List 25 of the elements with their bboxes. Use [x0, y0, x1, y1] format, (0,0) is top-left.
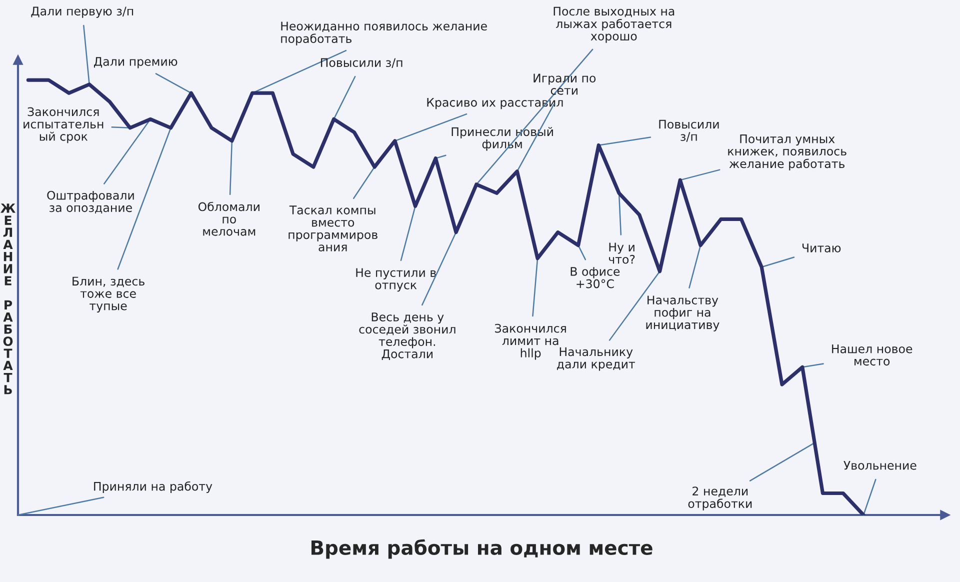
annotation: Читаю — [802, 244, 841, 252]
text: ЖЕЛАНИЕ РАБОТАТЬ — [0, 204, 16, 394]
annotation: Увольнение — [844, 461, 916, 470]
annotation: Нашел новое место — [832, 344, 912, 366]
annotation: Закончился испытательн ый срок — [24, 107, 104, 144]
annotation: Весь день у соседей звонил телефон. Достали — [359, 312, 456, 360]
text: Дали первую з/п — [31, 6, 134, 18]
text: Неожиданно появилось желание поработать — [281, 22, 487, 46]
annotation: Таскал компы вместо программиров ания — [288, 206, 378, 252]
text: Повысили з/п — [320, 58, 402, 68]
x-axis-title: Время работы на одном месте — [311, 539, 652, 559]
annotation: Начальнику дали кредит — [557, 347, 636, 371]
annotation: Блин, здесь тоже все тупые — [72, 276, 144, 313]
annotation: Приняли на работу — [94, 481, 212, 494]
text: После выходных на лыжах работается хорошо — [554, 6, 674, 43]
annotation: В офисе +30°C — [570, 267, 620, 288]
annotation: Почитал умных книжек, появилось желание работать — [728, 134, 846, 170]
annotation: Оштрафовали за опоздание — [47, 190, 134, 214]
annotation: Начальству пофиг на инициативу — [646, 296, 720, 332]
annotation: Ну и что? — [608, 242, 635, 264]
annotation: Повысили з/п — [659, 120, 719, 142]
annotation: Не пустили в отпуск — [356, 268, 436, 292]
annotation: Обломали по мелочам — [198, 202, 260, 236]
annotation: 2 недели отработки — [688, 486, 752, 510]
text: Дали премию — [94, 57, 178, 68]
